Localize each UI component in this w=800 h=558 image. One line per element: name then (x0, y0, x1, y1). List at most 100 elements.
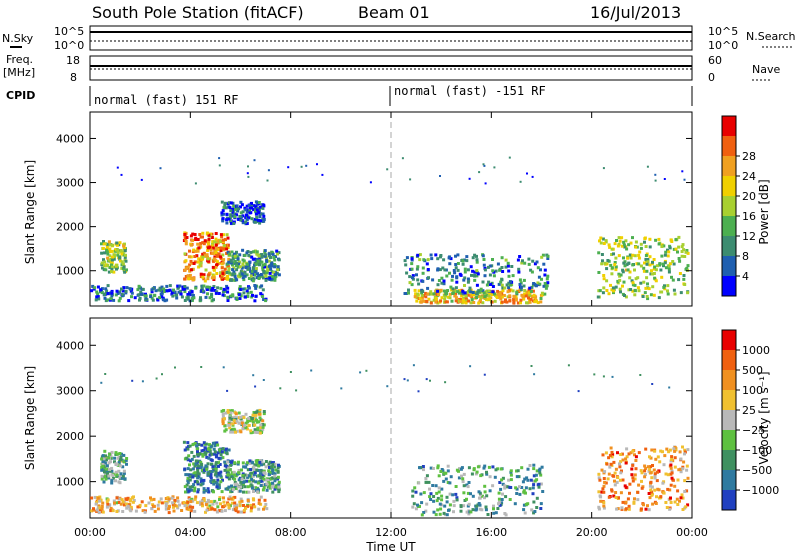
sparse-echo (267, 169, 270, 172)
data-cell (648, 496, 652, 500)
data-cell (222, 417, 226, 421)
data-cell (110, 267, 114, 271)
data-cell (196, 453, 200, 456)
data-cell (648, 237, 652, 241)
data-cell (411, 276, 414, 280)
data-cell (184, 242, 188, 246)
data-cell (205, 285, 209, 289)
colorbar-segment (722, 176, 736, 196)
data-cell (185, 286, 189, 290)
data-cell (222, 496, 225, 500)
data-cell (652, 293, 656, 297)
data-cell (670, 471, 674, 475)
data-cell (250, 217, 254, 221)
data-cell (601, 237, 605, 241)
data-cell (254, 413, 258, 417)
data-cell (237, 262, 241, 266)
data-cell (204, 464, 208, 468)
data-cell (663, 284, 666, 288)
data-cell (504, 513, 508, 517)
data-cell (262, 423, 266, 427)
data-cell (236, 265, 240, 269)
data-cell (535, 506, 539, 509)
data-cell (120, 452, 123, 456)
data-cell (196, 468, 200, 472)
data-cell (245, 213, 248, 217)
data-cell (213, 255, 217, 259)
data-cell (250, 201, 253, 205)
data-cell (492, 507, 495, 511)
data-cell (515, 492, 519, 495)
data-cell (477, 301, 481, 305)
data-cell (262, 276, 265, 280)
data-cell (416, 253, 420, 257)
data-cell (175, 296, 179, 300)
data-cell (206, 277, 210, 281)
data-cell (271, 481, 274, 485)
data-cell (683, 450, 687, 454)
sparse-echo (246, 172, 249, 175)
data-cell (661, 481, 665, 485)
data-cell (242, 465, 246, 469)
data-cell (213, 452, 217, 456)
data-cell (238, 272, 242, 276)
data-cell (250, 203, 254, 207)
data-cell (496, 507, 500, 510)
data-cell (242, 510, 246, 514)
data-cell (266, 265, 269, 269)
data-cell (464, 296, 468, 300)
data-cell (130, 496, 134, 500)
data-cell (199, 480, 203, 484)
data-cell (209, 462, 213, 466)
data-cell (186, 479, 190, 483)
data-cell (663, 253, 667, 257)
data-cell (121, 289, 125, 293)
data-cell (268, 254, 271, 258)
data-cell (645, 276, 649, 280)
data-cell (642, 280, 646, 284)
data-cell (201, 481, 205, 485)
data-cell (622, 256, 625, 260)
data-cell (246, 468, 250, 472)
data-cell (214, 467, 218, 471)
data-cell (249, 429, 253, 433)
data-cell (466, 277, 470, 281)
data-cell (220, 266, 224, 270)
data-cell (436, 267, 440, 271)
data-cell (637, 451, 641, 455)
data-cell (100, 504, 104, 508)
data-cell (678, 499, 681, 503)
data-cell (659, 449, 663, 453)
data-cell (199, 466, 203, 469)
data-cell (202, 251, 206, 255)
data-cell (446, 464, 450, 468)
data-cell (518, 283, 522, 286)
data-cell (604, 240, 608, 244)
data-cell (277, 273, 281, 277)
data-cell (125, 498, 129, 502)
data-cell (623, 245, 627, 249)
data-cell (167, 499, 171, 503)
data-cell (485, 494, 489, 498)
data-cell (241, 276, 245, 280)
data-cell (463, 291, 467, 295)
data-cell (190, 297, 194, 301)
data-cell (123, 249, 127, 253)
data-cell (101, 464, 105, 468)
data-cell (249, 269, 252, 273)
data-cell (104, 474, 108, 478)
sparse-echo (533, 373, 536, 376)
data-cell (625, 455, 629, 459)
data-cell (469, 265, 473, 269)
data-cell (186, 265, 190, 269)
sparse-echo (483, 373, 486, 376)
data-cell (229, 213, 233, 217)
data-cell (415, 267, 419, 271)
data-cell (219, 239, 222, 243)
data-cell (103, 264, 107, 268)
data-cell (221, 219, 225, 223)
data-cell (225, 447, 228, 451)
data-cell (202, 449, 206, 453)
data-cell (167, 511, 171, 515)
data-cell (273, 265, 277, 269)
